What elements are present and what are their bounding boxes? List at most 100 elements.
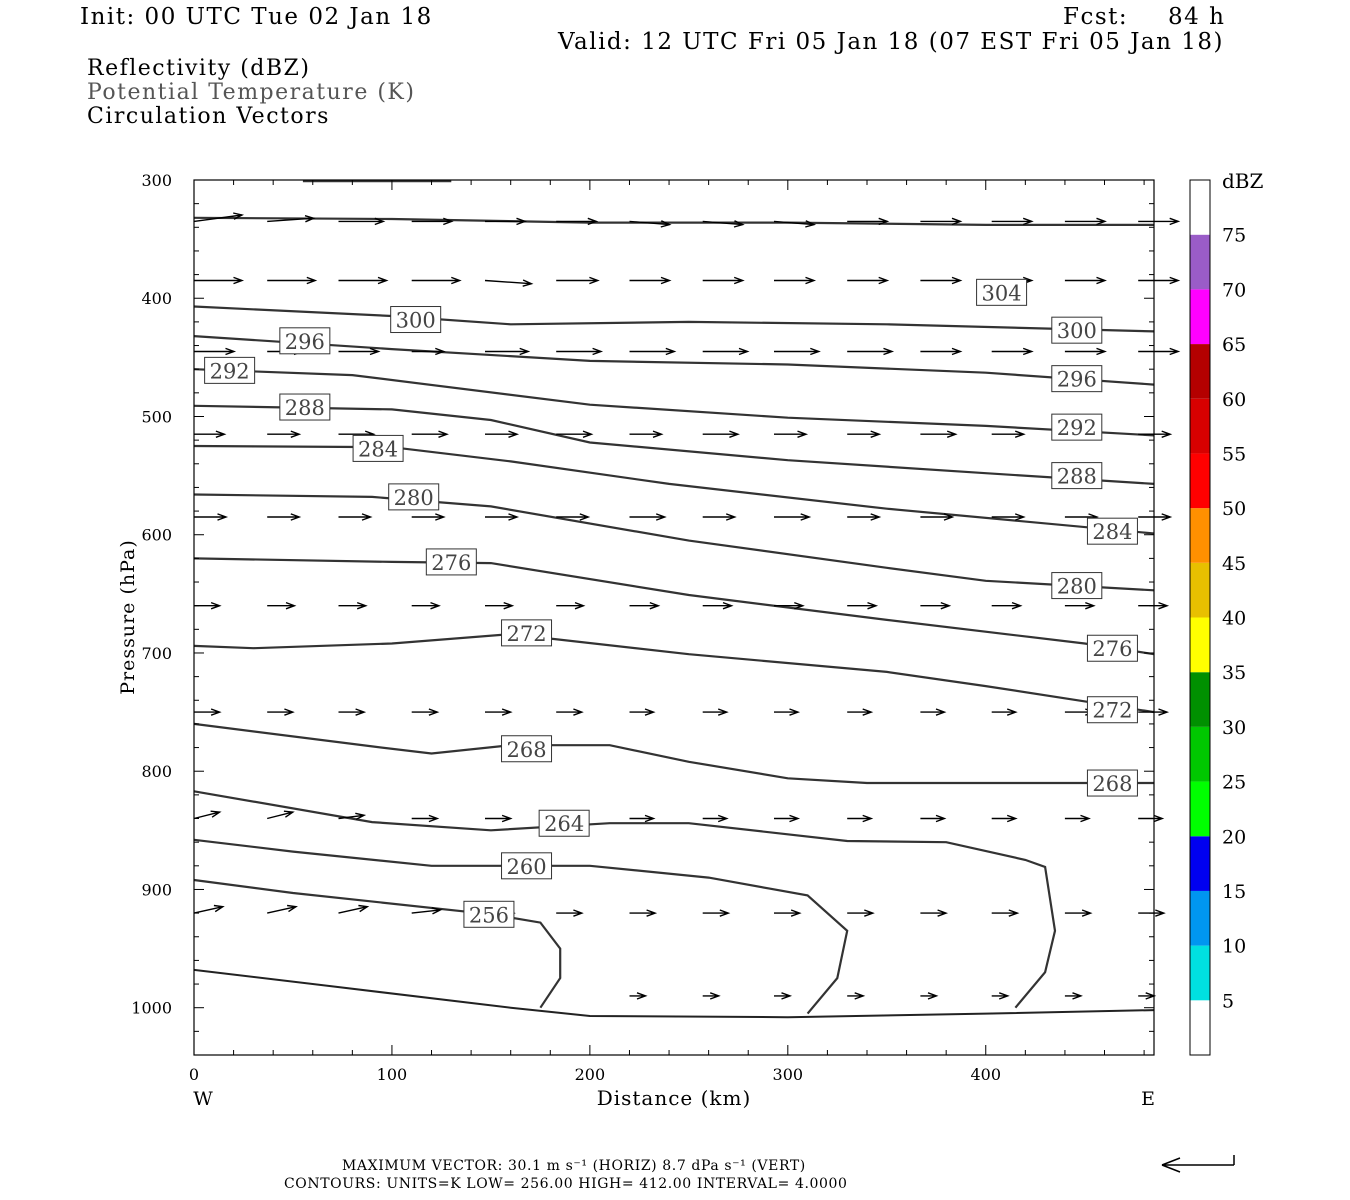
circulation-vector	[556, 909, 584, 917]
surface-line	[193, 968, 1155, 1019]
theta-contour-284	[193, 444, 1155, 535]
circulation-vector	[194, 513, 229, 521]
circulation-vector	[774, 513, 812, 521]
contour-label: 280	[394, 486, 434, 510]
x-tick-label: 100	[377, 1065, 408, 1084]
contour-label: 264	[544, 812, 584, 836]
circulation-vector	[556, 217, 599, 226]
circulation-vector	[702, 347, 750, 356]
contour-label: 304	[982, 281, 1022, 305]
circulation-vector	[920, 217, 963, 226]
circulation-vector	[1138, 708, 1170, 716]
circulation-vector	[485, 814, 513, 823]
circulation-vector	[485, 513, 520, 521]
circulation-vector	[411, 347, 446, 356]
circulation-vector	[629, 909, 658, 917]
colorbar-segment	[1190, 344, 1210, 399]
circulation-vector	[1064, 814, 1091, 823]
contour-label: 292	[210, 359, 250, 383]
circulation-vector	[193, 212, 245, 223]
contour-label: 268	[506, 738, 546, 762]
legend-reflectivity: Reflectivity (dBZ)	[87, 56, 311, 81]
circulation-vector	[774, 909, 802, 917]
y-tick-label: 900	[141, 880, 172, 899]
circulation-vector	[629, 708, 656, 716]
circulation-vector	[702, 220, 745, 228]
circulation-vector	[338, 904, 370, 914]
forecast-hour: 84 h	[1168, 4, 1226, 30]
contour-label: 300	[396, 309, 436, 333]
circulation-vector	[338, 513, 373, 521]
circulation-vector	[1064, 276, 1107, 285]
circulation-vector	[267, 513, 302, 521]
circulation-vector	[702, 992, 721, 1000]
circulation-vector	[267, 810, 295, 820]
circulation-vector	[194, 430, 227, 438]
circulation-vector	[338, 347, 381, 356]
circulation-vector	[702, 513, 737, 521]
y-axis-label: Pressure (hPa)	[117, 539, 139, 695]
x-tick-label: 0	[189, 1065, 199, 1084]
circulation-vector	[991, 513, 1026, 521]
colorbar-level-label: 50	[1222, 498, 1246, 520]
colorbar-segment	[1190, 453, 1210, 509]
circulation-vector	[847, 217, 890, 226]
contour-label: 288	[285, 396, 325, 420]
theta-contour-260	[193, 838, 849, 1015]
circulation-vector	[338, 276, 389, 285]
contour-label-box	[1086, 517, 1138, 545]
valid-time: Valid: 12 UTC Fri 05 Jan 18 (07 EST Fri …	[558, 29, 1224, 55]
theta-contour-300	[193, 305, 1155, 333]
y-tick-label: 600	[141, 526, 172, 545]
forecast-label: Fcst:	[1063, 4, 1129, 30]
circulation-vector	[991, 814, 1018, 823]
contour-label-box	[1051, 413, 1103, 441]
circulation-vector	[1138, 992, 1157, 1000]
circulation-vector	[702, 909, 731, 917]
contour-label-layer: 304 300 300 296 296 292 292 288 288 284 284 280 280 2…	[204, 278, 1138, 928]
circulation-vector	[556, 513, 591, 521]
circulation-vector	[1138, 347, 1181, 356]
circulation-vector	[338, 708, 367, 716]
colorbar-segment	[1190, 234, 1210, 290]
x-end-right-label: E	[1141, 1088, 1155, 1110]
colorbar-segment	[1190, 726, 1210, 782]
contour-label-box	[1051, 365, 1103, 393]
circulation-vector	[1064, 601, 1096, 610]
circulation-vector	[411, 814, 440, 823]
x-tick-label: 200	[575, 1065, 606, 1084]
circulation-vector	[991, 708, 1018, 716]
contour-label-box	[1086, 634, 1138, 662]
circulation-vector	[847, 601, 879, 610]
circulation-vector	[411, 907, 443, 915]
colorbar-segment	[1190, 617, 1210, 673]
contour-label: 272	[1092, 699, 1132, 723]
circulation-vector	[338, 601, 368, 610]
theta-contour-288	[193, 404, 1155, 485]
colorbar-segment	[1190, 890, 1210, 946]
circulation-vector	[702, 430, 740, 438]
theta-contour-272	[193, 632, 1155, 714]
contour-label: 288	[1057, 465, 1097, 489]
contour-label-box	[501, 619, 553, 647]
circulation-vector	[991, 217, 1034, 226]
colorbar-level-label: 30	[1222, 717, 1246, 739]
contour-label: 260	[506, 855, 546, 879]
tick-layer: 300 400 500 600 700 800 900 1000 0 100 200 300 400	[131, 171, 1154, 1084]
x-tick-label: 300	[773, 1065, 804, 1084]
y-tick-label: 800	[141, 762, 172, 781]
circulation-vector	[847, 513, 882, 521]
contour-label: 292	[1057, 416, 1097, 440]
circulation-vector	[847, 347, 895, 356]
circulation-vector	[702, 708, 729, 716]
circulation-vector	[194, 276, 245, 285]
colorbar-segment	[1190, 672, 1210, 727]
circulation-vector	[485, 430, 520, 438]
theta-contour-304	[193, 216, 1154, 226]
colorbar-frame	[1189, 179, 1211, 1056]
reference-vector-icon	[1161, 1155, 1235, 1173]
y-tick-label: 300	[141, 171, 172, 190]
circulation-vector	[267, 904, 298, 914]
circulation-vector	[774, 601, 805, 610]
circulation-vector	[774, 708, 801, 716]
